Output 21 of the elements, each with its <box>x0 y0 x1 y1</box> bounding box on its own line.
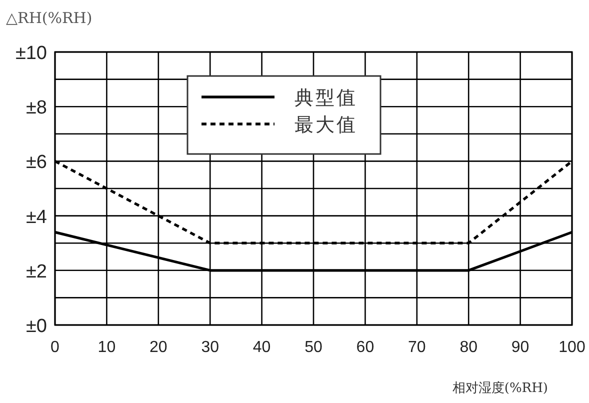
x-tick-label: 100 <box>558 339 586 356</box>
x-tick-label: 60 <box>356 339 374 356</box>
y-tick-label: ±8 <box>26 98 47 119</box>
legend-label: 典型值 <box>294 87 358 109</box>
y-axis-title: △RH(%RH) <box>6 9 92 27</box>
x-tick-label: 80 <box>460 339 478 356</box>
y-tick-label: ±2 <box>26 261 47 282</box>
x-tick-label: 70 <box>408 339 426 356</box>
x-tick-label: 30 <box>201 339 220 356</box>
x-tick-label: 0 <box>50 339 60 356</box>
x-tick-label: 50 <box>304 339 322 356</box>
y-tick-label: ±4 <box>26 206 48 228</box>
x-tick-label: 90 <box>511 339 530 356</box>
x-tick-label: 40 <box>252 339 271 356</box>
x-axis-title: 相对湿度(%RH) <box>452 380 548 396</box>
x-tick-label: 20 <box>150 339 168 356</box>
y-tick-label: ±6 <box>26 152 47 174</box>
legend-label: 最大值 <box>294 114 358 136</box>
y-tick-label: ±10 <box>15 43 47 64</box>
y-tick-label: ±0 <box>26 316 47 337</box>
x-tick-label: 10 <box>98 339 116 356</box>
